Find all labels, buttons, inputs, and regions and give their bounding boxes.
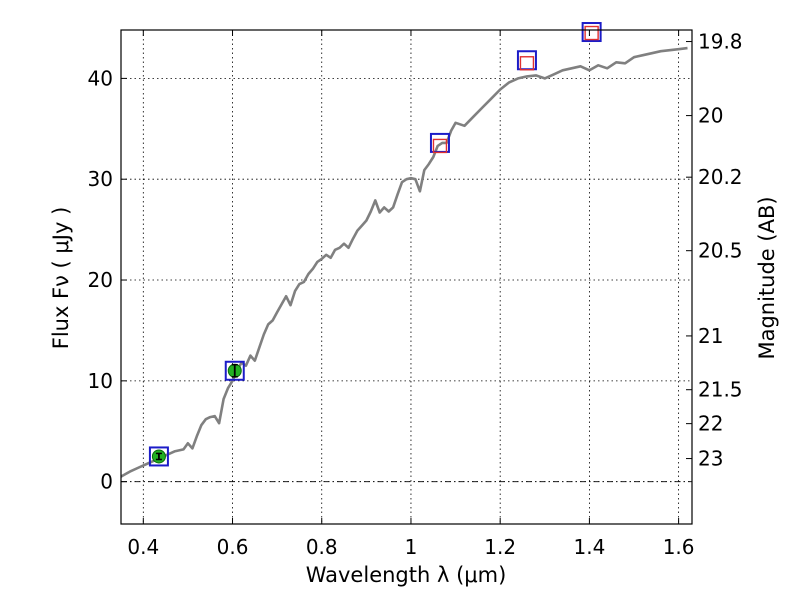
- x-tick-label: 1: [405, 535, 418, 559]
- estimate-marker: [519, 56, 535, 71]
- mag-tick-label: 21.5: [698, 378, 743, 402]
- y-tick-label: 20: [88, 268, 113, 292]
- y-tick-label: 10: [88, 369, 113, 393]
- x-tick-label: 0.8: [306, 535, 338, 559]
- estimate-marker: [584, 25, 599, 41]
- estimate-marker: [432, 138, 448, 154]
- mag-tick-label: 21: [698, 324, 723, 348]
- tick-labels: 0.4 0.6 0.8 1 1.2 1.4 1.6 0 10 20 30 40 19.8 20 20.2 20…: [88, 30, 743, 559]
- y-axis-title-text: Flux Fν ( μJy ): [49, 207, 73, 350]
- x-tick-label: 1.2: [484, 535, 516, 559]
- ticks: [121, 30, 692, 524]
- spectrum-line: [120, 46, 688, 478]
- x-tick-label: 1.6: [663, 535, 695, 559]
- x-axis-title-text: Wavelength λ (μm): [306, 563, 507, 587]
- plot-area: [121, 30, 692, 524]
- mag-tick-label: 23: [698, 447, 723, 471]
- model-box-marker: [581, 22, 602, 43]
- mag-tick-label: 19.8: [698, 30, 743, 54]
- model-box-marker: [224, 360, 245, 381]
- series-layer: [120, 22, 688, 478]
- mag-tick-label: 20.2: [698, 165, 743, 189]
- y2-axis-title-text: Magnitude (AB): [755, 196, 779, 359]
- x-tick-label: 0.4: [127, 535, 159, 559]
- y-tick-label: 40: [88, 66, 113, 90]
- y-tick-label: 0: [100, 470, 113, 494]
- mag-tick-label: 22: [698, 412, 723, 436]
- x-tick-label: 0.6: [217, 535, 249, 559]
- model-box-marker: [148, 446, 169, 467]
- y2-axis-title: Magnitude (AB): [755, 196, 779, 359]
- mag-tick-label: 20: [698, 104, 723, 128]
- mag-tick-label: 20.5: [698, 239, 743, 263]
- x-axis-title: Wavelength λ (μm): [306, 563, 507, 587]
- x-tick-label: 1.4: [573, 535, 605, 559]
- y-tick-label: 30: [88, 167, 113, 191]
- y-axis-title: Flux Fν ( μJy ): [49, 207, 73, 350]
- plot-frame: [120, 29, 693, 525]
